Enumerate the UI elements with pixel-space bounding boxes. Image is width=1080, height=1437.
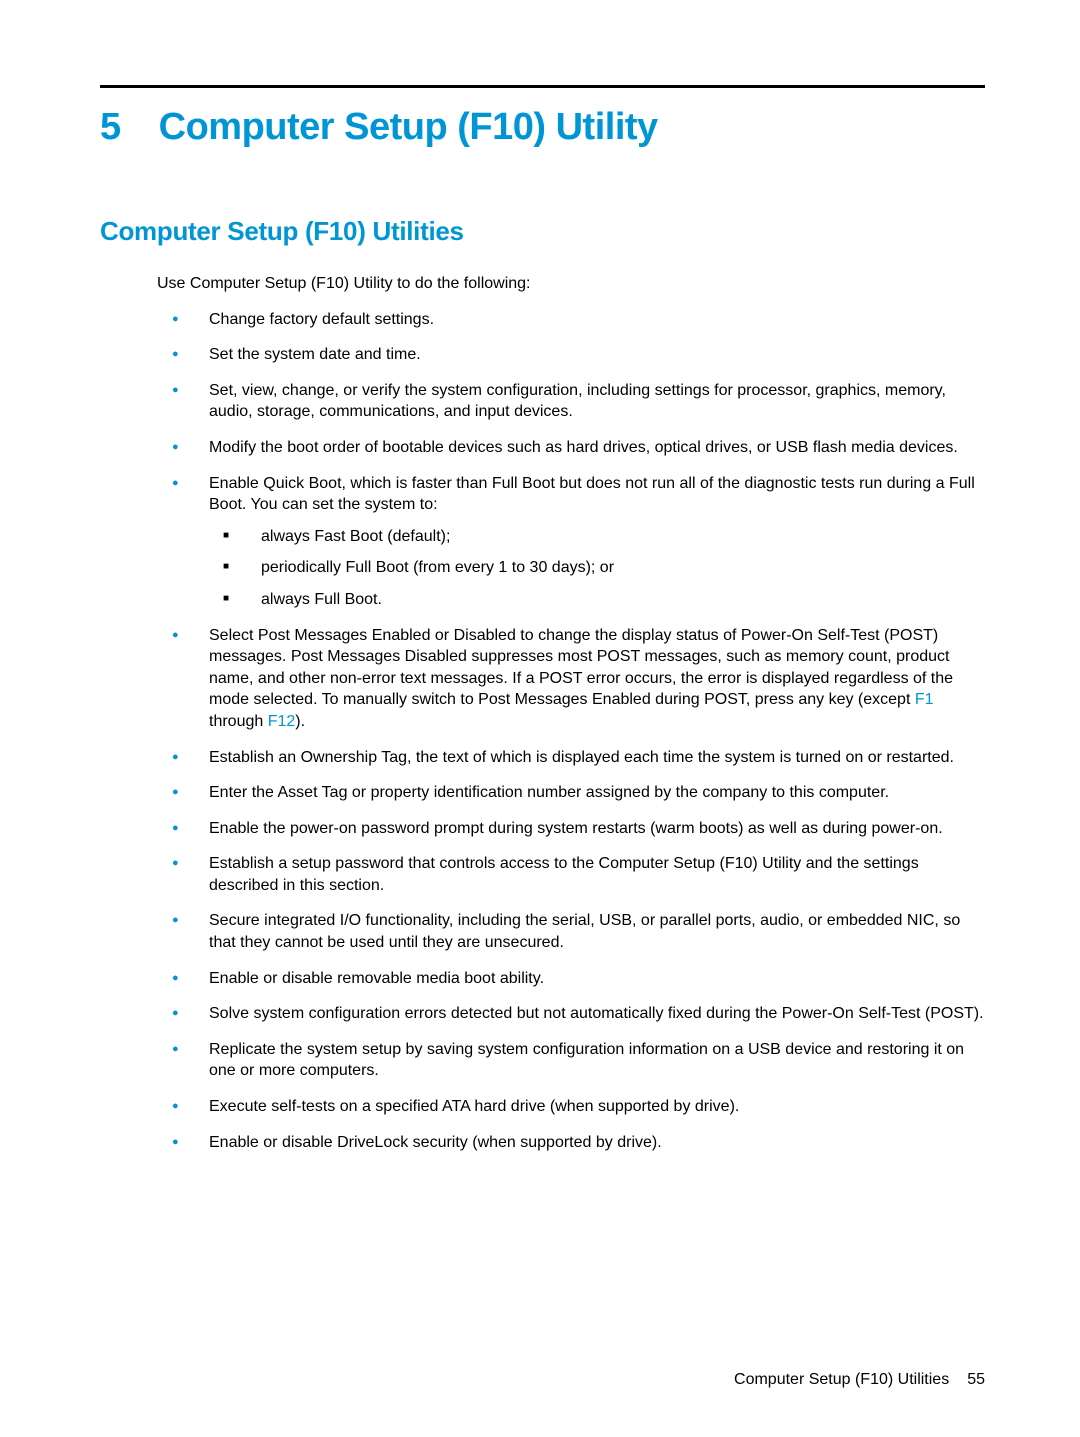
list-item: Select Post Messages Enabled or Disabled… xyxy=(157,625,985,733)
list-item: Set, view, change, or verify the system … xyxy=(157,380,985,423)
top-rule xyxy=(100,85,985,88)
list-item-text: Enable the power-on password prompt duri… xyxy=(209,820,943,837)
key-f12: F12 xyxy=(268,713,296,730)
list-item-text: Execute self-tests on a specified ATA ha… xyxy=(209,1098,739,1115)
list-item-text: Establish a setup password that controls… xyxy=(209,855,919,894)
list-item-text: Establish an Ownership Tag, the text of … xyxy=(209,749,954,766)
list-item: Set the system date and time. xyxy=(157,344,985,366)
page-footer: Computer Setup (F10) Utilities 55 xyxy=(734,1371,985,1389)
list-item: Change factory default settings. xyxy=(157,309,985,331)
list-item-text: Secure integrated I/O functionality, inc… xyxy=(209,912,960,951)
sub-list-item: always Full Boot. xyxy=(209,589,985,611)
list-item: Solve system configuration errors detect… xyxy=(157,1003,985,1025)
chapter-heading: 5 Computer Setup (F10) Utility xyxy=(100,108,985,146)
list-item: Establish an Ownership Tag, the text of … xyxy=(157,747,985,769)
list-item-text: Change factory default settings. xyxy=(209,311,434,328)
list-item-text: Enable Quick Boot, which is faster than … xyxy=(209,475,975,514)
list-item: Enable Quick Boot, which is faster than … xyxy=(157,473,985,611)
list-item: Execute self-tests on a specified ATA ha… xyxy=(157,1096,985,1118)
key-f1: F1 xyxy=(915,691,934,708)
chapter-number: 5 xyxy=(100,108,121,146)
page-number: 55 xyxy=(967,1371,985,1388)
sub-list-item: periodically Full Boot (from every 1 to … xyxy=(209,557,985,579)
body-content: Use Computer Setup (F10) Utility to do t… xyxy=(157,273,985,1153)
chapter-title: Computer Setup (F10) Utility xyxy=(159,108,658,146)
footer-label: Computer Setup (F10) Utilities xyxy=(734,1371,949,1388)
bullet-list: Change factory default settings. Set the… xyxy=(157,309,985,1154)
sub-list-item: always Fast Boot (default); xyxy=(209,526,985,548)
list-item: Enable or disable removable media boot a… xyxy=(157,968,985,990)
document-page: 5 Computer Setup (F10) Utility Computer … xyxy=(0,0,1080,1437)
list-item-text: Replicate the system setup by saving sys… xyxy=(209,1041,964,1080)
sub-list-item-text: always Fast Boot (default); xyxy=(261,528,450,545)
list-item: Establish a setup password that controls… xyxy=(157,853,985,896)
intro-text: Use Computer Setup (F10) Utility to do t… xyxy=(157,273,985,295)
list-item: Secure integrated I/O functionality, inc… xyxy=(157,910,985,953)
section-title: Computer Setup (F10) Utilities xyxy=(100,216,985,247)
list-item-text: Set, view, change, or verify the system … xyxy=(209,382,946,421)
list-item: Enable the power-on password prompt duri… xyxy=(157,818,985,840)
list-item-text-pre: Select Post Messages Enabled or Disabled… xyxy=(209,627,953,709)
list-item-text: Enable or disable DriveLock security (wh… xyxy=(209,1134,662,1151)
list-item: Enter the Asset Tag or property identifi… xyxy=(157,782,985,804)
list-item: Enable or disable DriveLock security (wh… xyxy=(157,1132,985,1154)
sub-list: always Fast Boot (default); periodically… xyxy=(209,526,985,611)
list-item-text: Solve system configuration errors detect… xyxy=(209,1005,984,1022)
list-item-text-post: ). xyxy=(295,713,305,730)
list-item-text: Modify the boot order of bootable device… xyxy=(209,439,958,456)
sub-list-item-text: periodically Full Boot (from every 1 to … xyxy=(261,559,614,576)
list-item-text: Enable or disable removable media boot a… xyxy=(209,970,544,987)
list-item-text: Set the system date and time. xyxy=(209,346,421,363)
sub-list-item-text: always Full Boot. xyxy=(261,591,382,608)
list-item-text: Enter the Asset Tag or property identifi… xyxy=(209,784,889,801)
list-item: Modify the boot order of bootable device… xyxy=(157,437,985,459)
list-item-text-mid: through xyxy=(209,713,268,730)
list-item: Replicate the system setup by saving sys… xyxy=(157,1039,985,1082)
